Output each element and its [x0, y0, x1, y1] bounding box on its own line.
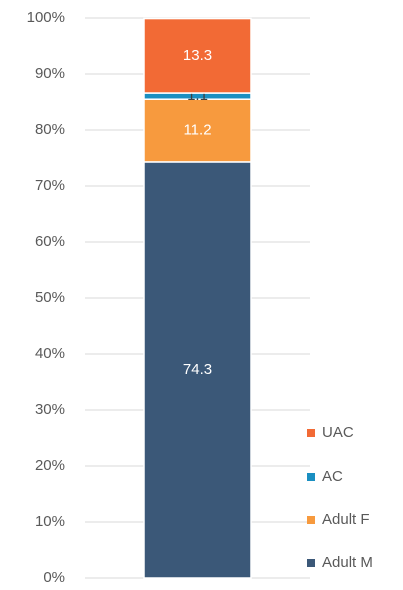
y-tick-label: 40%: [35, 345, 65, 362]
y-tick-label: 90%: [35, 65, 65, 82]
y-tick-label: 10%: [35, 513, 65, 530]
data-label: 13.3: [183, 47, 212, 64]
legend-swatch: [307, 429, 315, 437]
legend-swatch: [307, 473, 315, 481]
y-tick-label: 70%: [35, 177, 65, 194]
legend-label: Adult F: [322, 511, 370, 528]
y-tick-label: 80%: [35, 121, 65, 138]
data-label: 11.2: [183, 122, 211, 139]
bar-segment: [143, 161, 252, 579]
y-tick-label: 60%: [35, 233, 65, 250]
bar-segment: [143, 17, 252, 94]
y-tick-label: 0%: [43, 569, 65, 586]
bar-segment: [143, 98, 252, 163]
legend-label: AC: [322, 468, 343, 485]
y-tick-label: 100%: [27, 9, 65, 26]
data-label: 74.3: [183, 361, 212, 378]
legend-label: UAC: [322, 424, 354, 441]
legend-swatch: [307, 559, 315, 567]
y-tick-label: 20%: [35, 457, 65, 474]
legend-swatch: [307, 516, 315, 524]
legend-label: Adult M: [322, 554, 373, 571]
y-tick-label: 50%: [35, 289, 65, 306]
y-tick-label: 30%: [35, 401, 65, 418]
